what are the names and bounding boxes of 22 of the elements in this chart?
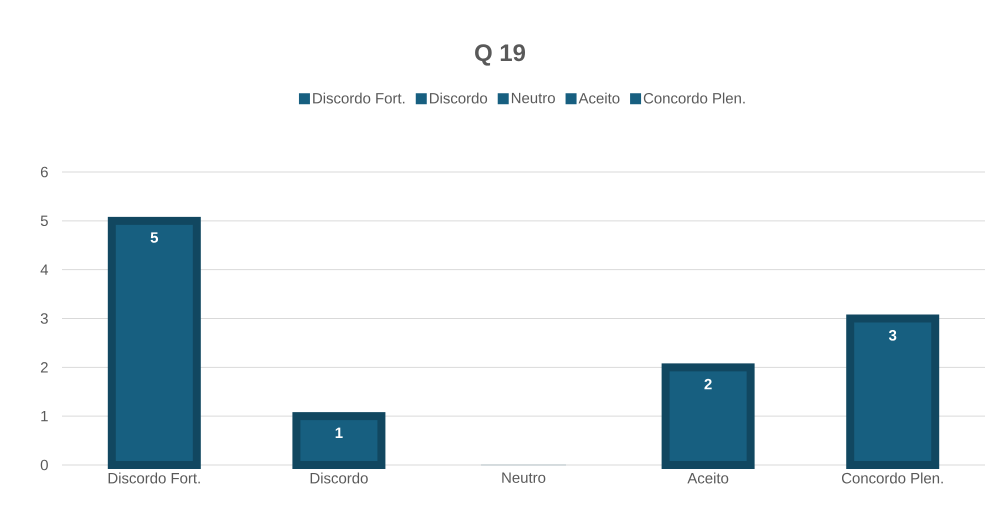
legend-label: Aceito: [578, 92, 620, 104]
data-label: 2: [704, 378, 712, 390]
y-tick-label: 1: [41, 411, 48, 422]
y-tick-label: 5: [40, 216, 48, 226]
y-tick-label: 0: [40, 460, 48, 470]
legend-label: Discordo Fort.: [313, 92, 404, 104]
y-tick-label: 6: [40, 166, 48, 178]
legend-label: Concordo Plen.: [644, 92, 745, 104]
y-tick-label: 2: [40, 362, 48, 373]
data-label: 5: [150, 232, 158, 243]
x-tick-label: Discordo Fort.: [108, 472, 200, 484]
y-tick-label: 4: [40, 264, 48, 275]
chart-title: Q 19: [475, 44, 526, 66]
x-tick-label: Neutro: [502, 472, 546, 483]
legend-label: Neutro: [512, 92, 555, 104]
legend-label: Discordo: [430, 92, 488, 104]
data-label: 3: [888, 330, 896, 341]
x-tick-label: Concordo Plen.: [842, 472, 943, 484]
y-tick-label: 3: [40, 313, 48, 324]
x-tick-label: Aceito: [687, 472, 728, 484]
data-label: 1: [336, 428, 343, 438]
x-tick-label: Discordo: [310, 472, 368, 484]
